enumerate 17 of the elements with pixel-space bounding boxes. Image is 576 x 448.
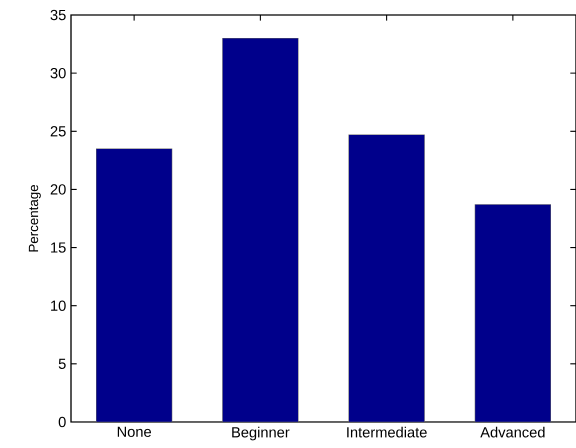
bar — [474, 204, 552, 422]
y-tick-label: 15 — [51, 242, 66, 253]
bar — [96, 148, 172, 422]
x-tick-label: None — [118, 426, 151, 437]
x-tick-label: Intermediate — [347, 426, 427, 438]
x-tick-label: Advanced — [480, 426, 545, 438]
bar — [348, 134, 425, 422]
y-tick-label: 10 — [51, 300, 66, 311]
x-tick-label: Beginner — [232, 426, 290, 440]
y-tick-label: 25 — [50, 126, 66, 136]
y-tick-label: 30 — [50, 68, 66, 78]
y-tick-label: 20 — [50, 184, 66, 195]
y-axis-title: Percentage — [28, 185, 41, 252]
y-tick-label: 35 — [50, 10, 66, 20]
y-tick-label: 5 — [58, 358, 66, 369]
bar — [222, 38, 299, 422]
y-tick-label: 0 — [58, 416, 66, 428]
